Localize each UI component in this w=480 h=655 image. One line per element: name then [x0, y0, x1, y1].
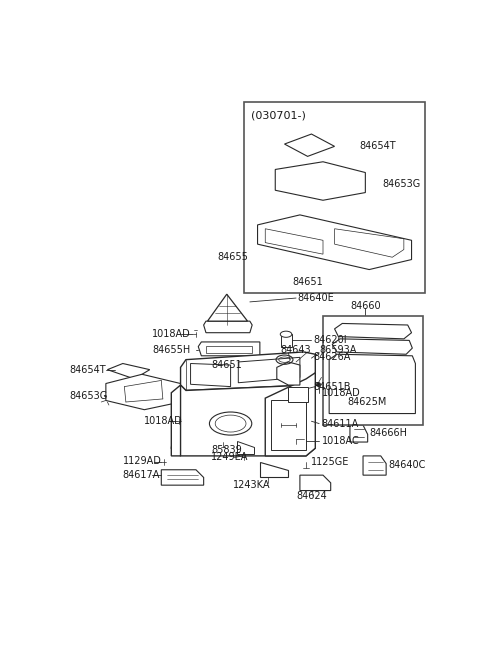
- Text: 1018AD: 1018AD: [152, 329, 191, 339]
- Text: 84611A: 84611A: [322, 419, 359, 428]
- Text: 84626A: 84626A: [313, 352, 350, 362]
- Polygon shape: [106, 374, 180, 409]
- Polygon shape: [277, 362, 300, 385]
- Text: 84651: 84651: [211, 360, 242, 370]
- Polygon shape: [180, 352, 315, 390]
- Polygon shape: [260, 462, 288, 477]
- Text: 1129AD: 1129AD: [123, 455, 162, 466]
- Text: 1018AD: 1018AD: [322, 388, 360, 398]
- Text: 1243KA: 1243KA: [233, 480, 271, 490]
- Bar: [323, 316, 423, 425]
- Text: 84654T: 84654T: [69, 365, 106, 375]
- Text: (030701-): (030701-): [252, 111, 306, 121]
- Text: 84666H: 84666H: [369, 428, 407, 438]
- Text: 84655H: 84655H: [152, 345, 190, 354]
- Polygon shape: [288, 386, 308, 402]
- Text: 84651B: 84651B: [314, 382, 351, 392]
- Text: 1018AD: 1018AD: [144, 416, 183, 426]
- Text: 1018AC: 1018AC: [322, 436, 359, 445]
- Polygon shape: [207, 294, 248, 321]
- Text: 1249EA: 1249EA: [211, 453, 249, 462]
- Polygon shape: [350, 425, 368, 442]
- Ellipse shape: [280, 331, 292, 337]
- Text: 84625M: 84625M: [348, 397, 387, 407]
- Text: 84617A: 84617A: [123, 470, 160, 480]
- Polygon shape: [352, 402, 373, 421]
- Text: 84640E: 84640E: [298, 293, 335, 303]
- Polygon shape: [171, 379, 315, 456]
- Polygon shape: [237, 441, 254, 455]
- Text: 84660: 84660: [350, 301, 381, 310]
- Polygon shape: [108, 364, 150, 379]
- Text: 84643: 84643: [281, 345, 311, 354]
- Polygon shape: [300, 475, 331, 491]
- Polygon shape: [281, 334, 292, 346]
- Text: 84655: 84655: [217, 252, 248, 262]
- Text: 84620I: 84620I: [313, 335, 347, 345]
- Text: 1125GE: 1125GE: [312, 457, 350, 467]
- Polygon shape: [363, 456, 386, 475]
- Bar: [244, 102, 425, 293]
- Polygon shape: [265, 373, 315, 456]
- Text: 85839: 85839: [211, 445, 242, 455]
- Polygon shape: [171, 385, 180, 456]
- Text: 84640C: 84640C: [388, 460, 426, 470]
- Polygon shape: [204, 321, 252, 333]
- Text: 84651: 84651: [292, 277, 323, 287]
- Text: 84653G: 84653G: [69, 391, 107, 401]
- Text: 84654T: 84654T: [359, 141, 396, 151]
- Text: 84624: 84624: [296, 491, 327, 501]
- Polygon shape: [198, 342, 260, 356]
- Text: 84653G: 84653G: [382, 179, 420, 189]
- Polygon shape: [161, 470, 204, 485]
- Text: 86593A: 86593A: [319, 345, 357, 354]
